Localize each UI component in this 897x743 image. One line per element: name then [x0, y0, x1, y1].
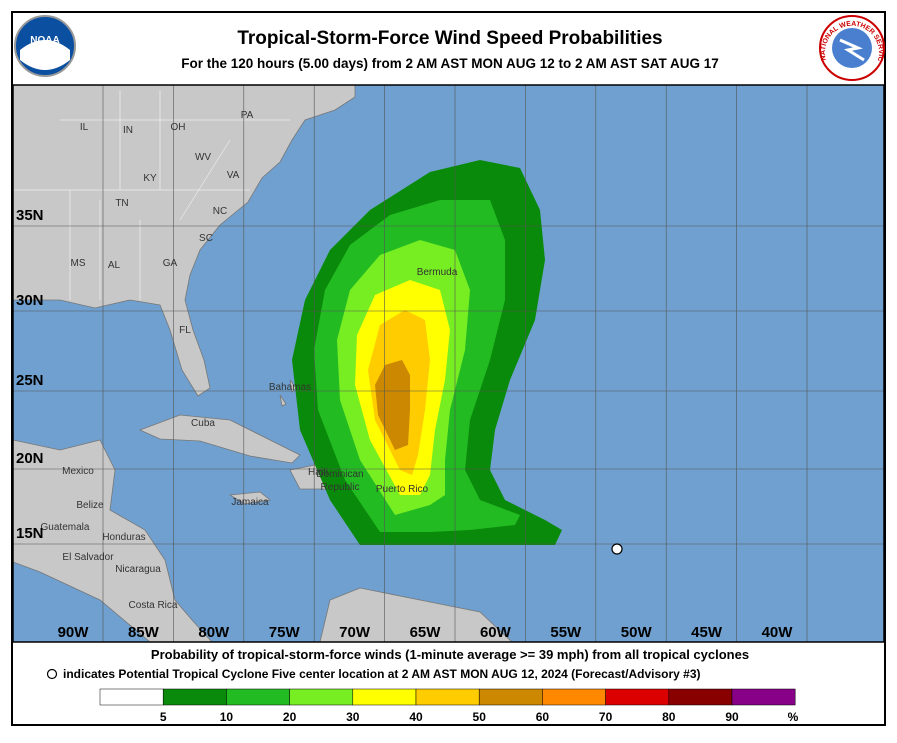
- place-label: Dominican: [316, 469, 363, 480]
- longitude-label: 90W: [58, 624, 90, 641]
- latitude-label: 30N: [16, 292, 44, 309]
- title: Tropical-Storm-Force Wind Speed Probabil…: [237, 28, 662, 49]
- noaa-logo: NOAA: [14, 15, 76, 77]
- legend-label: 40: [409, 710, 423, 724]
- longitude-label: 55W: [550, 624, 582, 641]
- longitude-label: 50W: [621, 624, 653, 641]
- legend-swatch: [99, 688, 164, 706]
- longitude-label: 85W: [128, 624, 160, 641]
- legend-label: 70: [599, 710, 613, 724]
- place-label: Honduras: [102, 532, 145, 543]
- map-border: [12, 84, 885, 643]
- place-label: IN: [123, 125, 133, 136]
- footer-symbol: [46, 668, 58, 680]
- latitude-label: 35N: [16, 207, 44, 224]
- legend-unit: %: [788, 710, 799, 724]
- longitude-label: 45W: [691, 624, 723, 641]
- latitude-label: 25N: [16, 372, 44, 389]
- place-label: WV: [195, 152, 211, 163]
- place-label: Nicaragua: [115, 564, 161, 575]
- legend-swatch: [668, 688, 733, 706]
- longitude-label: 80W: [198, 624, 230, 641]
- place-label: AL: [108, 260, 121, 271]
- legend-label: 10: [220, 710, 234, 724]
- place-label: Cuba: [191, 418, 215, 429]
- legend-label: 20: [283, 710, 297, 724]
- place-label: Republic: [321, 482, 360, 493]
- legend-label: 5: [160, 710, 167, 724]
- place-label: SC: [199, 233, 213, 244]
- place-label: Costa Rica: [129, 600, 178, 611]
- noaa-text: NOAA: [30, 35, 59, 46]
- legend-label: 90: [725, 710, 739, 724]
- legend-swatch: [289, 688, 354, 706]
- place-label: VA: [227, 170, 240, 181]
- places: IL IN OH PA WV VA KY TN NC SC MS AL GA FL Bermuda Baham…: [41, 110, 458, 611]
- legend-label: 60: [536, 710, 550, 724]
- contour: [375, 360, 410, 450]
- legend-swatch: [162, 688, 227, 706]
- place-label: Puerto Rico: [376, 484, 429, 495]
- map-ticks: 90W 85W 80W 75W 70W 65W 60W 55W 50W 45W 40W 35N 30N 2…: [16, 207, 793, 641]
- probability-contours: [292, 160, 562, 545]
- legend-label: 80: [662, 710, 676, 724]
- storm-center: [611, 543, 623, 555]
- place-label: Belize: [76, 500, 104, 511]
- place-label: Mexico: [62, 466, 94, 477]
- legend-swatch: [731, 688, 796, 706]
- place-label: PA: [241, 110, 254, 121]
- place-label: KY: [143, 173, 157, 184]
- place-label: GA: [163, 258, 178, 269]
- footer-line1: Probability of tropical-storm-force wind…: [151, 647, 749, 662]
- legend-swatch: [415, 688, 480, 706]
- legend-swatch: [605, 688, 670, 706]
- graticule: [13, 85, 884, 642]
- latitude-label: 15N: [16, 525, 44, 542]
- place-label: Bermuda: [417, 267, 458, 278]
- longitude-label: 65W: [410, 624, 442, 641]
- legend-swatch: [478, 688, 543, 706]
- subtitle: For the 120 hours (5.00 days) from 2 AM …: [181, 56, 719, 71]
- place-label: Haiti: [308, 467, 328, 478]
- legend: 5 10 20 30 40 50 60 70 80 90%: [99, 688, 799, 724]
- longitude-label: 70W: [339, 624, 371, 641]
- latitude-label: 20N: [16, 450, 44, 467]
- legend-swatch: [352, 688, 417, 706]
- longitude-label: 40W: [762, 624, 794, 641]
- place-label: Guatemala: [41, 522, 90, 533]
- legend-swatch: [542, 688, 606, 706]
- place-label: El Salvador: [62, 552, 114, 563]
- place-label: FL: [179, 325, 191, 336]
- place-label: OH: [171, 122, 186, 133]
- place-label: MS: [71, 258, 86, 269]
- place-label: Bahamas: [269, 382, 311, 393]
- footer-line2: indicates Potential Tropical Cyclone Fiv…: [63, 667, 701, 681]
- place-label: Jamaica: [231, 497, 269, 508]
- map: IL IN OH PA WV VA KY TN NC SC MS AL GA FL Bermuda Baham…: [12, 84, 885, 643]
- legend-swatch: [226, 688, 290, 706]
- longitude-label: 75W: [269, 624, 301, 641]
- state-borders: [13, 90, 290, 300]
- place-label: NC: [213, 206, 227, 217]
- place-label: IL: [80, 122, 89, 133]
- legend-label: 50: [473, 710, 487, 724]
- legend-label: 30: [346, 710, 360, 724]
- longitude-label: 60W: [480, 624, 512, 641]
- place-label: TN: [115, 198, 128, 209]
